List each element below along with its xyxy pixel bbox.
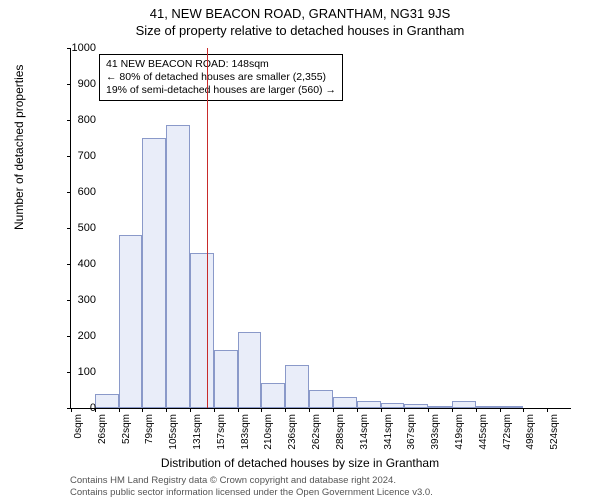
y-axis-label: Number of detached properties (12, 65, 26, 230)
histogram-bar (309, 390, 333, 408)
y-tick-label: 600 (66, 186, 96, 198)
y-tick-label: 800 (66, 114, 96, 126)
x-tick-label: 341sqm (383, 414, 394, 464)
histogram-bar (428, 406, 452, 408)
histogram-bar (333, 397, 357, 408)
y-tick-label: 500 (66, 222, 96, 234)
histogram-bar (500, 406, 524, 408)
histogram-bar (166, 125, 190, 408)
x-tick-label: 472sqm (502, 414, 513, 464)
x-tick-label: 262sqm (311, 414, 322, 464)
annotation-box: 41 NEW BEACON ROAD: 148sqm ← 80% of deta… (99, 54, 343, 101)
y-tick-label: 400 (66, 258, 96, 270)
annotation-line2: ← 80% of detached houses are smaller (2,… (106, 71, 336, 84)
x-tick-label: 314sqm (359, 414, 370, 464)
x-tick-label: 0sqm (73, 414, 84, 464)
annotation-line3: 19% of semi-detached houses are larger (… (106, 84, 336, 97)
x-tick-label: 419sqm (454, 414, 465, 464)
x-tick-label: 183sqm (240, 414, 251, 464)
y-tick-label: 900 (66, 78, 96, 90)
footer-line1: Contains HM Land Registry data © Crown c… (70, 475, 433, 486)
x-tick-label: 524sqm (549, 414, 560, 464)
page-title: 41, NEW BEACON ROAD, GRANTHAM, NG31 9JS (0, 0, 600, 21)
x-tick-label: 445sqm (478, 414, 489, 464)
x-tick-label: 498sqm (525, 414, 536, 464)
footer: Contains HM Land Registry data © Crown c… (70, 475, 433, 498)
y-tick-label: 0 (66, 402, 96, 414)
x-tick-label: 26sqm (97, 414, 108, 464)
chart-container: 41, NEW BEACON ROAD, GRANTHAM, NG31 9JS … (0, 0, 600, 500)
x-tick-label: 236sqm (287, 414, 298, 464)
histogram-bar (357, 401, 381, 408)
y-tick-label: 1000 (66, 42, 96, 54)
x-tick-label: 210sqm (263, 414, 274, 464)
histogram-bar (261, 383, 285, 408)
histogram-bar (142, 138, 166, 408)
histogram-bar (404, 404, 428, 408)
y-tick-label: 200 (66, 330, 96, 342)
histogram-bar (452, 401, 476, 408)
x-tick-label: 367sqm (406, 414, 417, 464)
y-tick-label: 700 (66, 150, 96, 162)
histogram-bar (95, 394, 119, 408)
x-tick-label: 393sqm (430, 414, 441, 464)
page-subtitle: Size of property relative to detached ho… (0, 21, 600, 38)
x-tick-label: 131sqm (192, 414, 203, 464)
y-tick-label: 100 (66, 366, 96, 378)
histogram-bar (214, 350, 238, 408)
reference-line (207, 48, 208, 408)
histogram-plot: 41 NEW BEACON ROAD: 148sqm ← 80% of deta… (70, 48, 571, 409)
annotation-line1: 41 NEW BEACON ROAD: 148sqm (106, 58, 336, 71)
y-tick-label: 300 (66, 294, 96, 306)
x-tick-label: 52sqm (121, 414, 132, 464)
histogram-bar (238, 332, 262, 408)
histogram-bar (190, 253, 214, 408)
x-tick-label: 288sqm (335, 414, 346, 464)
histogram-bar (381, 403, 405, 408)
histogram-bar (119, 235, 143, 408)
x-tick-label: 105sqm (168, 414, 179, 464)
x-tick-label: 157sqm (216, 414, 227, 464)
footer-line2: Contains public sector information licen… (70, 487, 433, 498)
x-tick-label: 79sqm (144, 414, 155, 464)
histogram-bar (476, 406, 500, 408)
histogram-bar (285, 365, 309, 408)
